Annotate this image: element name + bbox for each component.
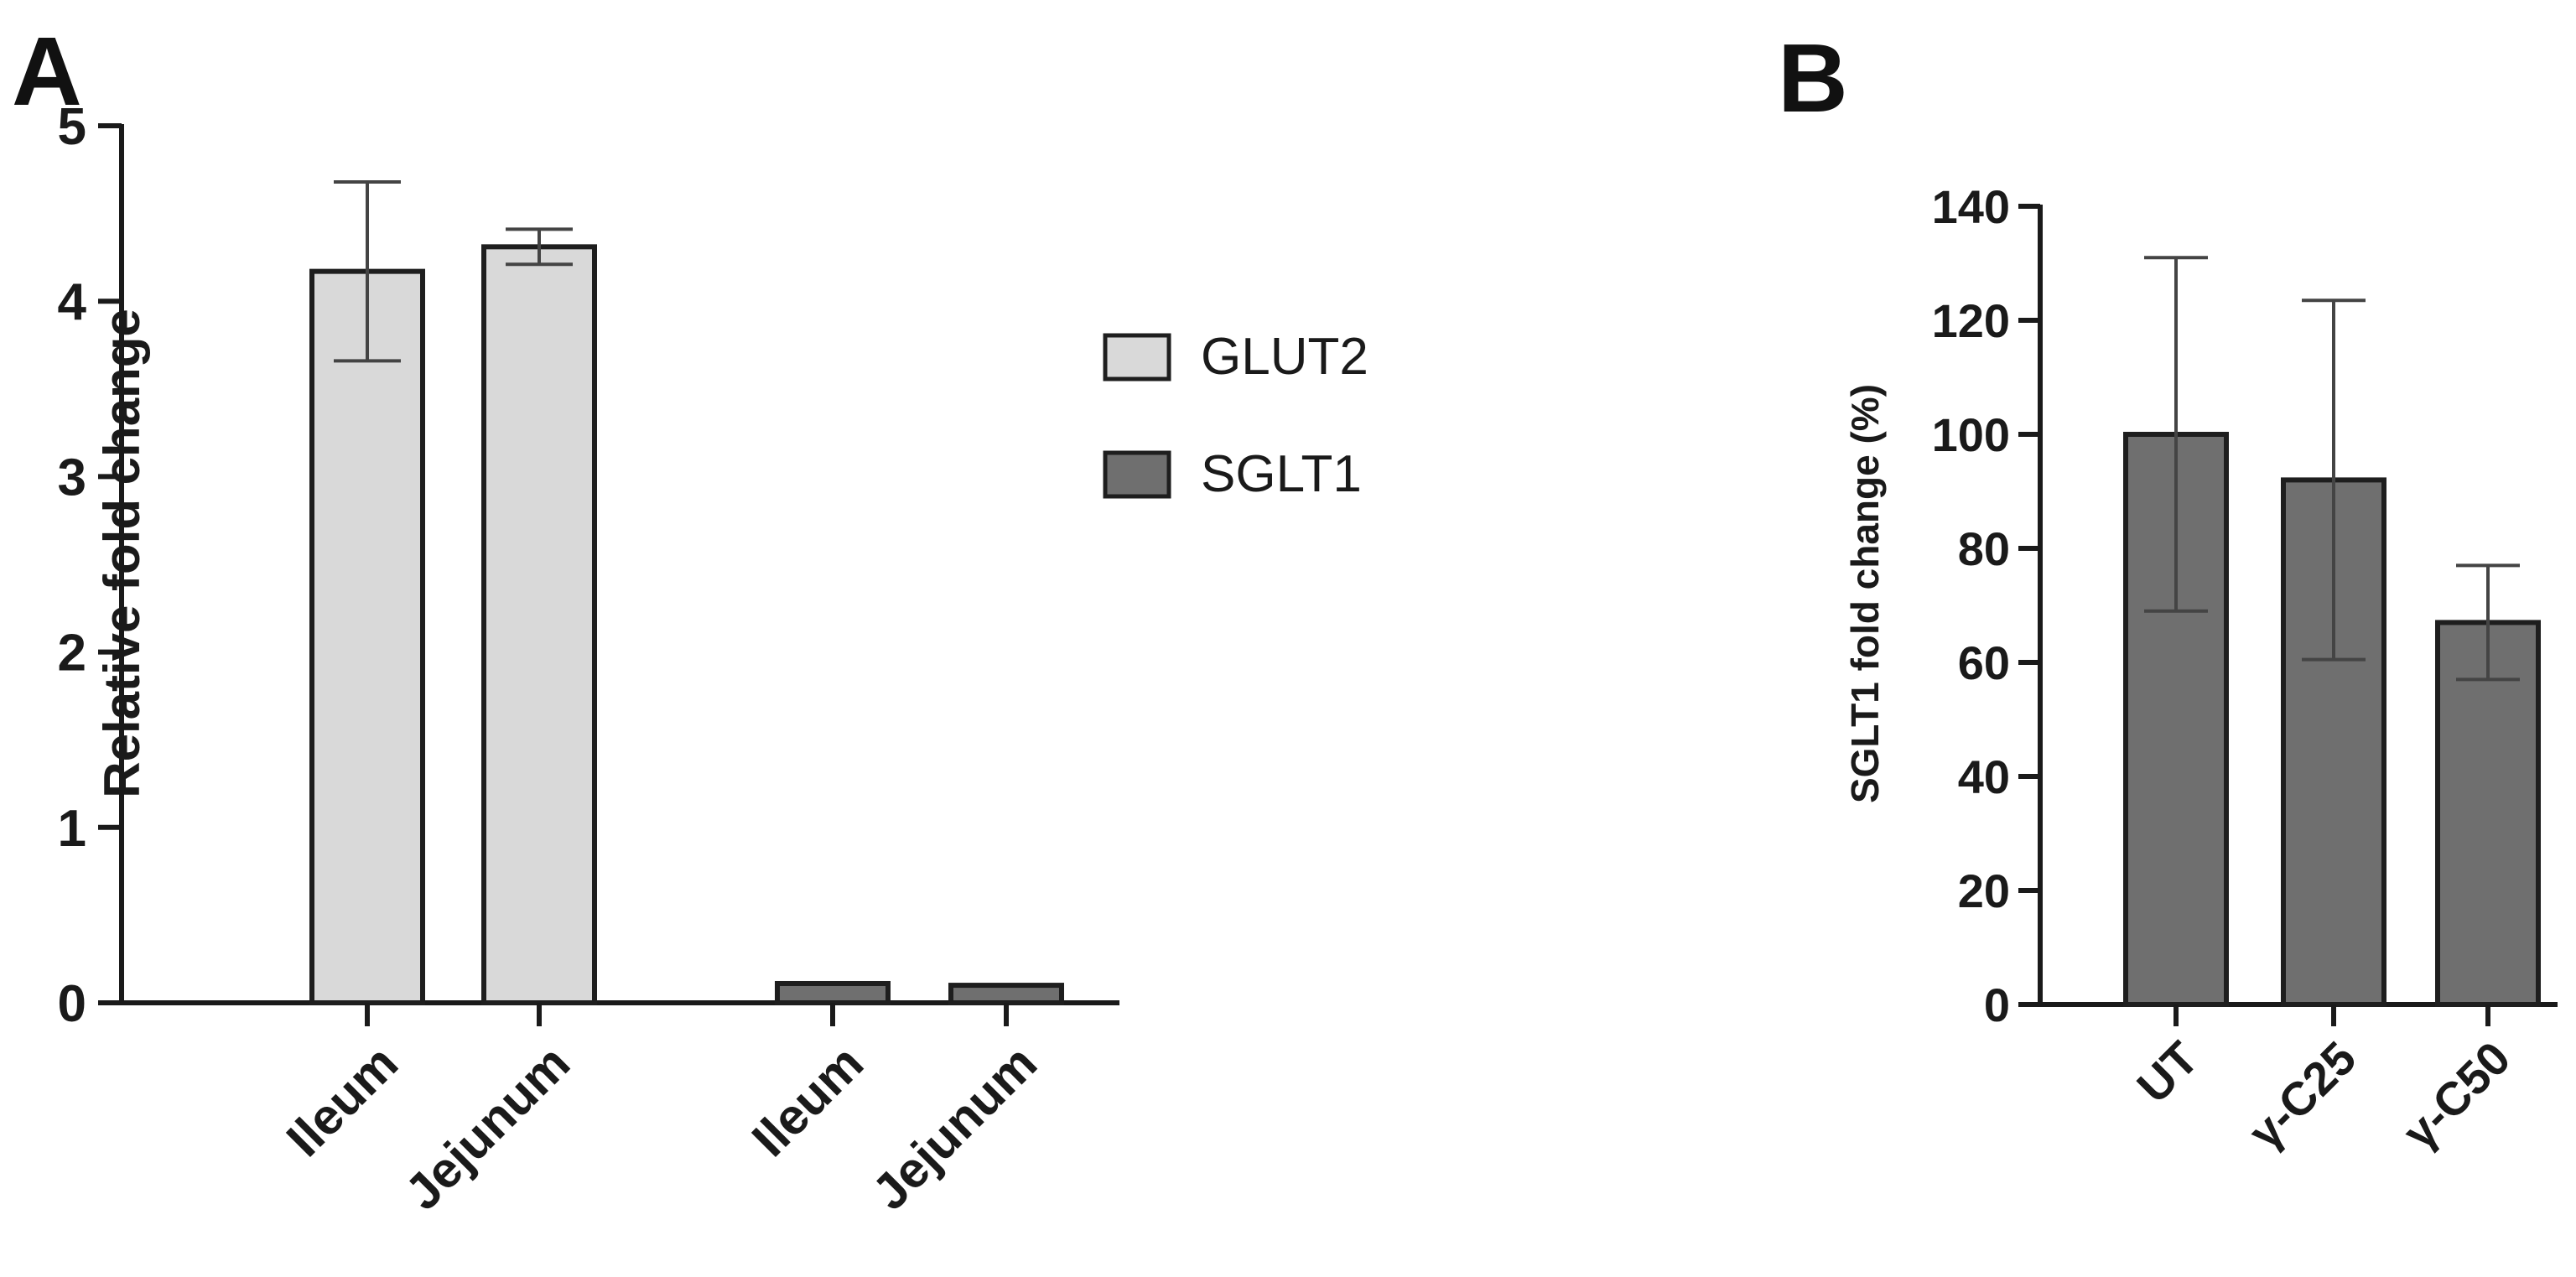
x-tick-label: γ-C50 xyxy=(2392,1031,2520,1159)
y-tick-label: 0 xyxy=(58,975,86,1033)
y-tick-label: 20 xyxy=(1958,864,2010,917)
x-tick-label: UT xyxy=(2127,1031,2208,1113)
y-tick-label: 3 xyxy=(58,449,86,506)
x-tick-label: Ileum xyxy=(276,1035,408,1167)
legend-label-sglt1: SGLT1 xyxy=(1201,445,1362,503)
bar-sglt1-jejunum xyxy=(948,983,1064,1005)
chart-b: 0 20 40 60 80 100 120 140 SGLT1 fold change (%) U… xyxy=(1843,180,2558,1159)
legend: GLUT2 SGLT1 xyxy=(1103,328,1368,503)
bar-glut2-ileum xyxy=(309,268,425,1005)
bar-glut2-jejunum xyxy=(481,244,597,1005)
x-tick-label: γ-C25 xyxy=(2238,1031,2366,1159)
x-tick-label: Jejunum xyxy=(861,1035,1047,1221)
panel-label-a: A xyxy=(12,17,82,126)
y-tick-label: 100 xyxy=(1932,408,2010,461)
y-tick-label: 80 xyxy=(1958,522,2010,575)
y-tick-label: 40 xyxy=(1958,750,2010,803)
x-tick-label: Jejunum xyxy=(394,1035,580,1221)
y-tick-label: 2 xyxy=(58,625,86,683)
y-axis-title: Relative fold change xyxy=(94,309,150,797)
legend-swatch-glut2 xyxy=(1103,333,1171,382)
y-tick-label: 140 xyxy=(1932,180,2010,233)
y-tick-label: 1 xyxy=(58,800,86,858)
y-tick-label: 60 xyxy=(1958,636,2010,689)
bar-sglt1-ileum xyxy=(775,980,891,1006)
y-axis-title: SGLT1 fold change (%) xyxy=(1843,384,1887,803)
y-tick-label: 5 xyxy=(58,98,86,156)
x-tick-label: Ileum xyxy=(741,1035,874,1167)
y-tick-label: 0 xyxy=(1984,979,2010,1031)
panel-label-b: B xyxy=(1778,23,1848,132)
y-tick-label: 4 xyxy=(58,273,87,331)
legend-swatch-sglt1 xyxy=(1103,450,1171,499)
legend-label-glut2: GLUT2 xyxy=(1201,328,1368,386)
bar-3 xyxy=(2435,620,2541,1008)
y-tick-label: 120 xyxy=(1932,294,2010,347)
